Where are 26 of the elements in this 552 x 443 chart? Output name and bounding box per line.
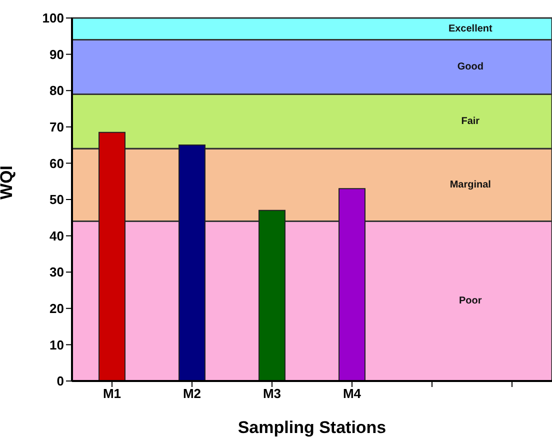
bar [338,188,366,381]
x-tick-label: M2 [182,386,202,402]
band-label: Poor [459,296,482,307]
band-label: Excellent [448,23,494,34]
x-tick-label: M3 [262,386,282,402]
y-axis-title: WQI [0,166,16,200]
y-tick-label: 30 [50,264,64,280]
x-tick-label: M4 [342,386,362,402]
bar [258,210,286,381]
bar [98,132,126,381]
band-label: Good [457,62,484,73]
y-tick-label: 100 [42,10,64,26]
y-tick-label: 50 [50,192,64,208]
y-tick-label: 20 [50,301,64,316]
y-tick-label: 40 [50,228,64,244]
y-tick-label: 60 [50,156,64,171]
band-label: Marginal [450,179,492,190]
x-axis-title: Sampling Stations [238,418,386,437]
y-tick-label: 0 [56,374,64,389]
y-tick-label: 80 [50,83,64,98]
y-tick-label: 90 [50,46,64,62]
bar [178,144,206,381]
band-label: Fair [461,116,480,127]
x-tick-label: M1 [102,386,122,402]
y-tick-label: 70 [50,120,64,135]
y-tick-label: 10 [50,337,64,352]
